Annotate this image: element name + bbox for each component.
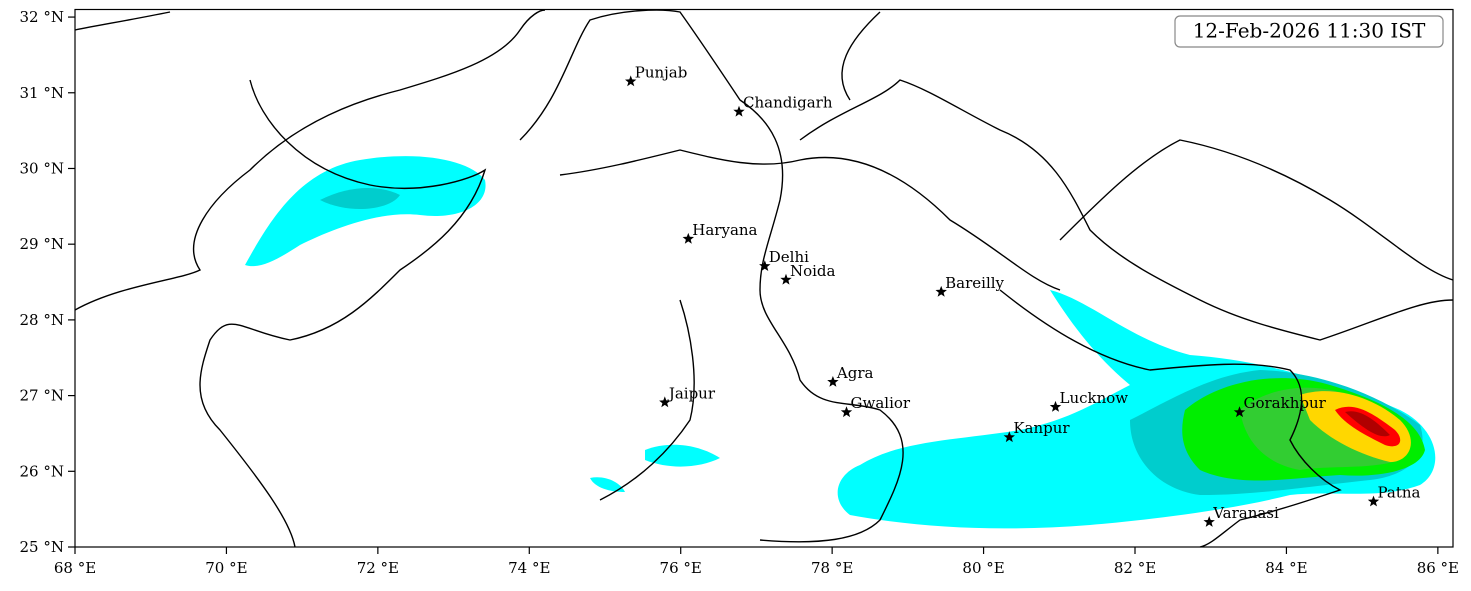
city-marker <box>733 105 745 117</box>
x-tick-label: 78 °E <box>811 559 853 577</box>
city-marker <box>1003 431 1015 443</box>
x-tick-label: 82 °E <box>1114 559 1156 577</box>
city-marker <box>780 273 792 285</box>
city-marker <box>840 406 853 418</box>
city-label: Chandigarh <box>743 94 833 112</box>
x-tick-label: 68 °E <box>54 559 96 577</box>
y-tick-label: 27 °N <box>20 387 64 405</box>
city-marker <box>659 396 671 408</box>
city-label: Patna <box>1378 484 1421 502</box>
city-marker <box>682 232 694 244</box>
city-marker <box>1203 516 1215 527</box>
city-label: Haryana <box>692 221 757 239</box>
city-label: Gwalior <box>851 394 911 412</box>
city-label: Kanpur <box>1013 419 1070 437</box>
x-tick-label: 76 °E <box>660 559 702 577</box>
city-label: Agra <box>836 364 874 382</box>
y-tick-label: 25 °N <box>20 538 64 556</box>
y-tick-label: 29 °N <box>20 235 64 253</box>
x-tick-label: 86 °E <box>1417 559 1459 577</box>
timestamp-frame <box>1174 15 1444 48</box>
y-tick-label: 26 °N <box>20 462 64 480</box>
x-tick-label: 72 °E <box>357 559 399 577</box>
timestamp-box: 12-Feb-2026 11:30 IST <box>1174 15 1444 48</box>
city-marker <box>935 285 947 297</box>
city-label: Noida <box>790 262 836 280</box>
x-tick-label: 70 °E <box>205 559 247 577</box>
y-tick-label: 28 °N <box>20 311 64 329</box>
city-label: Gorakhpur <box>1243 394 1326 412</box>
borders <box>74 9 1454 548</box>
city-marker <box>827 376 839 387</box>
city-label: Varanasi <box>1212 504 1279 522</box>
y-tick-label: 32 °N <box>20 8 64 26</box>
rain-field <box>245 156 1436 529</box>
y-tick-label: 30 °N <box>20 159 64 177</box>
city-marker <box>1367 495 1380 507</box>
city-label: Delhi <box>769 248 809 266</box>
city-marker <box>1049 400 1062 412</box>
x-tick-label: 80 °E <box>962 559 1004 577</box>
city-label: Jaipur <box>667 384 716 402</box>
x-tick-label: 84 °E <box>1265 559 1307 577</box>
y-tick-label: 31 °N <box>20 84 64 102</box>
city-marker <box>625 75 637 87</box>
x-tick-label: 74 °E <box>508 559 550 577</box>
timestamp: 12-Feb-2026 11:30 IST <box>1193 19 1426 43</box>
map-frame <box>74 8 1454 548</box>
city-label: Bareilly <box>945 274 1004 292</box>
city-marker <box>1233 406 1246 418</box>
city-label: Punjab <box>635 63 688 81</box>
city-label: Lucknow <box>1060 389 1129 407</box>
city-marker <box>759 260 771 271</box>
